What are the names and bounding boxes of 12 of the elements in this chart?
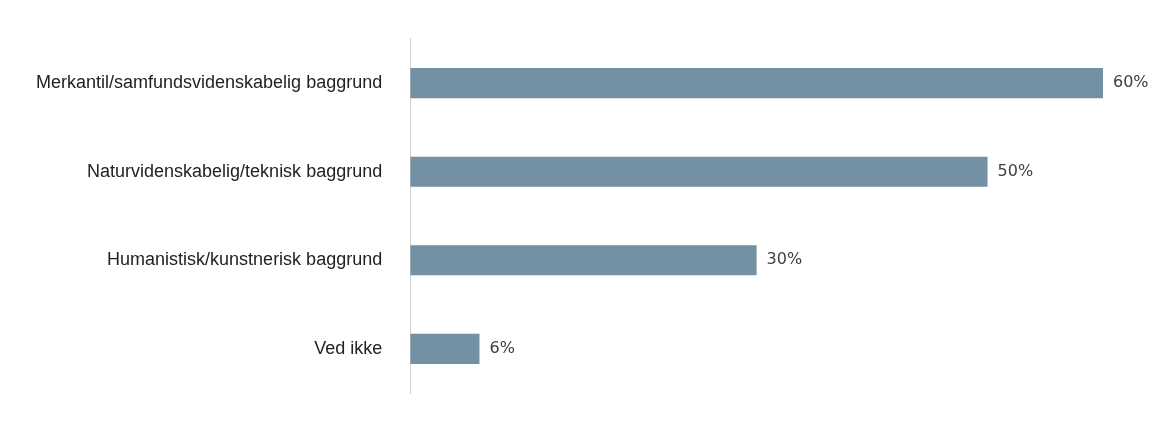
y-tick-label: Naturvidenskabelig/teknisk baggrund [87, 160, 383, 181]
data-label: 50% [997, 160, 1034, 180]
y-tick-label: Ved ikke [314, 337, 383, 358]
y-tick-label: Merkantil/samfundsvidenskabelig baggrund [36, 72, 383, 93]
data-label: 6% [489, 338, 515, 358]
data-label: 60% [1113, 72, 1149, 92]
bar [410, 156, 988, 187]
data-label: 30% [766, 249, 803, 269]
y-tick-label: Humanistisk/kunstnerisk baggrund [107, 249, 383, 270]
bar [410, 68, 1103, 99]
bar [410, 245, 757, 276]
bar [410, 333, 480, 364]
